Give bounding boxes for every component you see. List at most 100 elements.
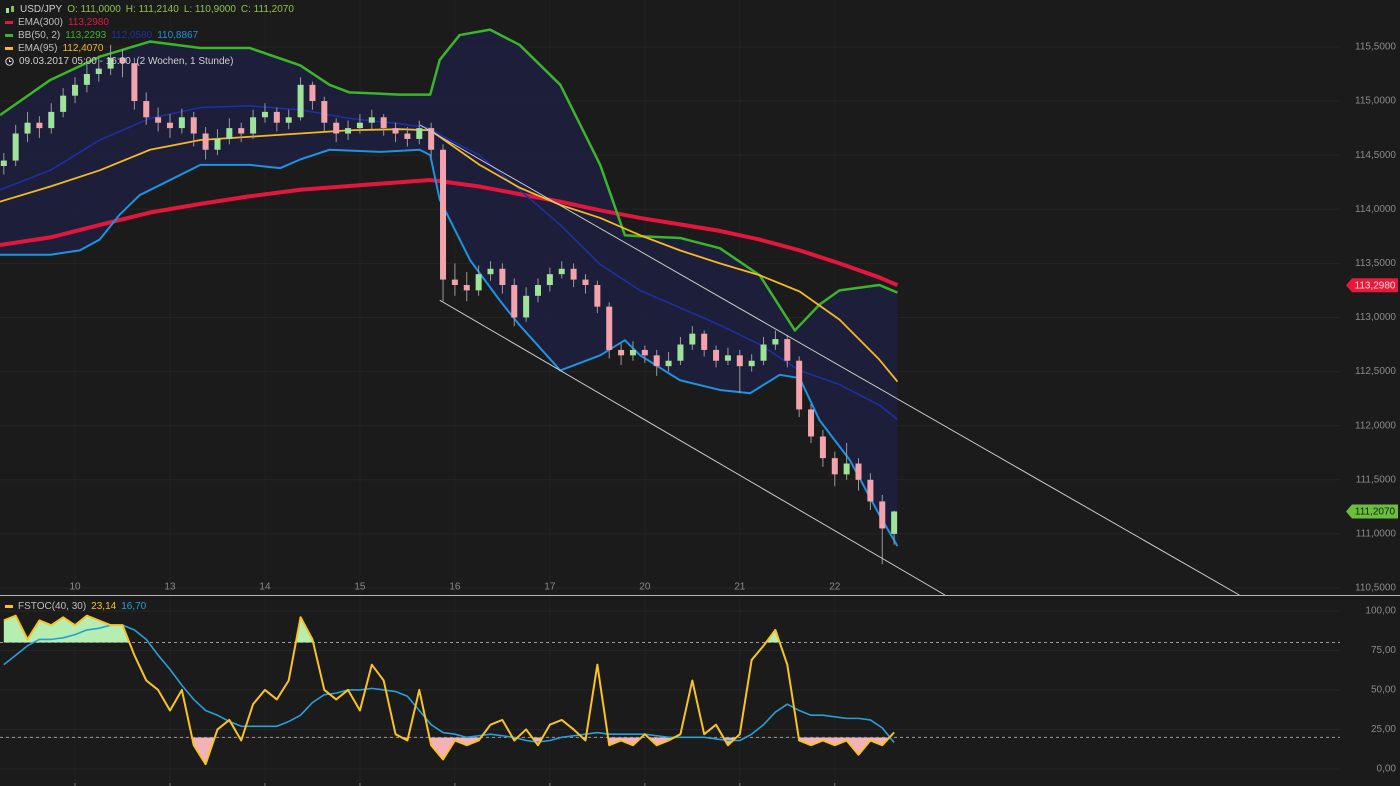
legend-row: EMA(300) 113,2980 xyxy=(5,16,294,29)
legend-value: 16,70 xyxy=(121,601,147,612)
x-tick-label: 14 xyxy=(259,582,271,593)
candle-body xyxy=(665,360,672,367)
price-tag-label: 113,2980 xyxy=(1355,280,1396,291)
indicator-line xyxy=(0,128,899,383)
candle-body xyxy=(166,122,173,129)
legend-value: 110,8867 xyxy=(157,30,199,41)
legend-swatch xyxy=(5,34,13,37)
candle-body xyxy=(345,128,352,134)
y-tick-label: 115,0000 xyxy=(1355,96,1396,107)
candle-body xyxy=(677,344,684,361)
candle-body xyxy=(748,360,755,367)
x-tick-label: 15 xyxy=(354,582,366,593)
candle-body xyxy=(689,333,696,345)
candle-body xyxy=(285,117,292,123)
candle-body xyxy=(428,128,435,150)
candle-body xyxy=(546,274,553,286)
candle-body xyxy=(606,306,613,350)
y-tick-label: 111,0000 xyxy=(1356,529,1397,540)
x-tick-label: 20 xyxy=(639,582,651,593)
candle-body xyxy=(190,117,197,134)
y-tick-label: 111,5000 xyxy=(1356,474,1397,485)
candle-body xyxy=(487,268,494,275)
candle-body xyxy=(297,84,304,118)
candle-body xyxy=(618,349,625,356)
candle-body xyxy=(499,268,506,286)
candle-body xyxy=(95,68,102,75)
candle-body xyxy=(178,117,185,129)
candle-body xyxy=(879,501,886,529)
y-tick-label: 0,00 xyxy=(1377,764,1397,775)
indicator-line xyxy=(0,105,898,420)
candle-body xyxy=(843,463,850,475)
candle-body xyxy=(119,57,126,64)
ohlc-label: C: 111,2070 xyxy=(240,4,294,15)
candle-body xyxy=(12,133,19,161)
x-tick-label: 16 xyxy=(449,582,461,593)
legend-name: EMA(95) xyxy=(18,43,58,54)
stoch-line xyxy=(3,614,895,766)
stoch-line xyxy=(3,624,895,744)
candle-body xyxy=(0,160,7,166)
candle-body xyxy=(594,285,601,307)
candle-body xyxy=(107,57,114,69)
candle-body xyxy=(736,355,743,367)
legend-row: EMA(95) 112,4070 xyxy=(5,42,294,55)
indicator-line xyxy=(0,178,899,288)
band-fill xyxy=(0,29,898,547)
legend-swatch xyxy=(5,47,13,50)
candle-body xyxy=(511,285,518,318)
candle-body xyxy=(309,84,316,102)
candle-body xyxy=(202,133,209,150)
candle-body xyxy=(72,84,79,96)
legend-row: BB(50, 2) 113,2293 112,0580 110,8867 xyxy=(5,29,294,42)
candle-body xyxy=(226,128,233,139)
candle-body xyxy=(523,295,530,318)
y-tick-label: 50,00 xyxy=(1371,685,1396,696)
candle-body xyxy=(629,349,636,356)
indicator-line xyxy=(0,28,898,332)
candle-body xyxy=(558,268,565,275)
y-tick-label: 110,5000 xyxy=(1355,583,1396,594)
y-tick-label: 75,00 xyxy=(1371,645,1396,656)
clock-icon xyxy=(5,57,14,66)
legend-row: 09.03.2017 05:00 - 16:00 (2 Wochen, 1 St… xyxy=(5,55,294,68)
ohlc-label: L: 110,9000 xyxy=(183,4,236,15)
candle-body xyxy=(831,458,838,475)
candle-body xyxy=(404,133,411,139)
candle-body xyxy=(368,117,375,123)
overbought-fill xyxy=(3,615,780,643)
candle-body xyxy=(131,63,138,102)
price-tag xyxy=(1346,504,1398,519)
legend-value: 113,2293 xyxy=(65,30,107,41)
y-tick-label: 112,0000 xyxy=(1355,420,1396,431)
candle-body xyxy=(440,149,447,280)
trend-line xyxy=(439,299,946,595)
legend-swatch xyxy=(5,605,13,608)
candle-body xyxy=(392,128,399,134)
candle-body xyxy=(36,122,43,129)
stoch-panel xyxy=(0,598,1340,786)
price-tag xyxy=(1346,278,1398,293)
x-tick-label: 21 xyxy=(734,582,746,593)
y-tick-label: 25,00 xyxy=(1371,724,1396,735)
y-tick-label: 113,5000 xyxy=(1355,258,1396,269)
oversold-fill xyxy=(3,737,895,765)
candle-body xyxy=(760,344,767,361)
stoch-legend: FSTOC(40, 30) 23,14 16,70 xyxy=(5,600,146,613)
candle-body xyxy=(808,409,815,437)
legend-row: USD/JPY O: 111,0000 H: 111,2140 L: 110,9… xyxy=(5,3,294,16)
candle-body xyxy=(891,511,898,534)
candle-body xyxy=(356,122,363,129)
candle-body xyxy=(416,128,423,139)
x-tick-label: 10 xyxy=(69,582,81,593)
candle-body xyxy=(238,128,245,134)
y-tick-label: 100,00 xyxy=(1365,606,1396,617)
ohlc-label: O: 111,0000 xyxy=(67,4,121,15)
candle-body xyxy=(784,339,791,361)
candle-body xyxy=(24,122,31,134)
candle-body xyxy=(321,101,328,123)
y-tick-label: 114,5000 xyxy=(1355,150,1396,161)
